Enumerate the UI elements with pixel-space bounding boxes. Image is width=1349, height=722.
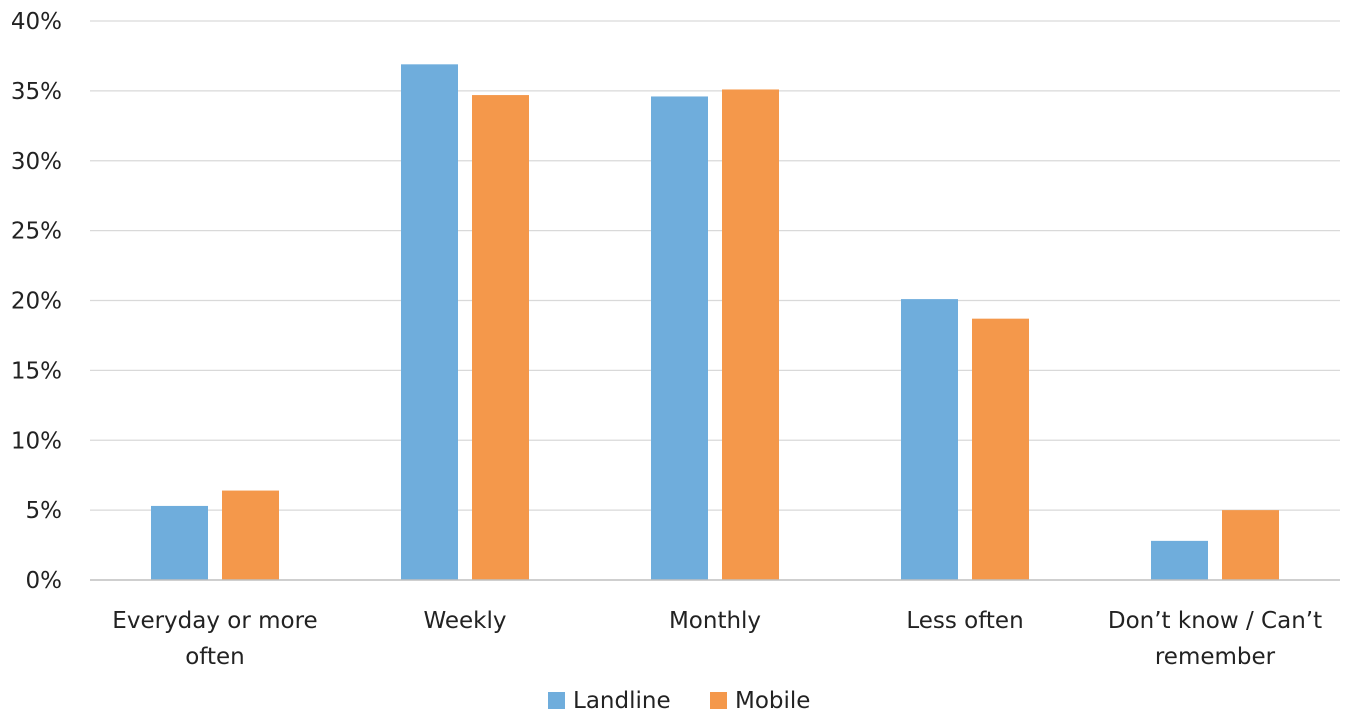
- y-tick-label: 35%: [11, 79, 62, 105]
- bar-landline: [401, 64, 458, 580]
- y-tick-label: 40%: [11, 9, 62, 35]
- bar-mobile: [472, 95, 529, 580]
- y-tick-label: 15%: [11, 358, 62, 384]
- bars: [151, 64, 1279, 580]
- y-tick-label: 0%: [26, 568, 63, 594]
- legend-label-mobile: Mobile: [735, 688, 810, 714]
- bar-landline: [901, 299, 958, 580]
- legend-swatch-landline: [548, 692, 565, 709]
- bar-mobile: [722, 89, 779, 580]
- bar-mobile: [972, 318, 1029, 580]
- x-category-label: Don’t know / Can’t: [1108, 608, 1322, 634]
- y-tick-label: 10%: [11, 428, 62, 454]
- bar-landline: [1151, 540, 1208, 580]
- gridlines: [90, 20, 1340, 511]
- x-category-label: Monthly: [669, 608, 761, 634]
- legend-label-landline: Landline: [573, 688, 671, 714]
- x-axis-categories: Everyday or more often Weekly Monthly Less o…: [112, 608, 1322, 670]
- x-category-label: Less often: [906, 608, 1023, 634]
- bar-landline: [651, 96, 708, 580]
- y-tick-label: 5%: [26, 498, 63, 524]
- y-tick-label: 20%: [11, 289, 62, 315]
- y-tick-label: 25%: [11, 219, 62, 245]
- x-category-label: remember: [1155, 644, 1276, 670]
- x-category-label: Weekly: [423, 608, 506, 634]
- x-category-label: often: [185, 644, 245, 670]
- x-category-label: Everyday or more: [112, 608, 317, 634]
- bar-mobile: [222, 490, 279, 580]
- y-tick-label: 30%: [11, 149, 62, 175]
- bar-mobile: [1222, 510, 1279, 580]
- bar-landline: [151, 505, 208, 580]
- legend-swatch-mobile: [710, 692, 727, 709]
- legend: Landline Mobile: [548, 688, 810, 714]
- y-axis-ticks: 0% 5% 10% 15% 20% 25% 30% 35% 40%: [11, 9, 62, 594]
